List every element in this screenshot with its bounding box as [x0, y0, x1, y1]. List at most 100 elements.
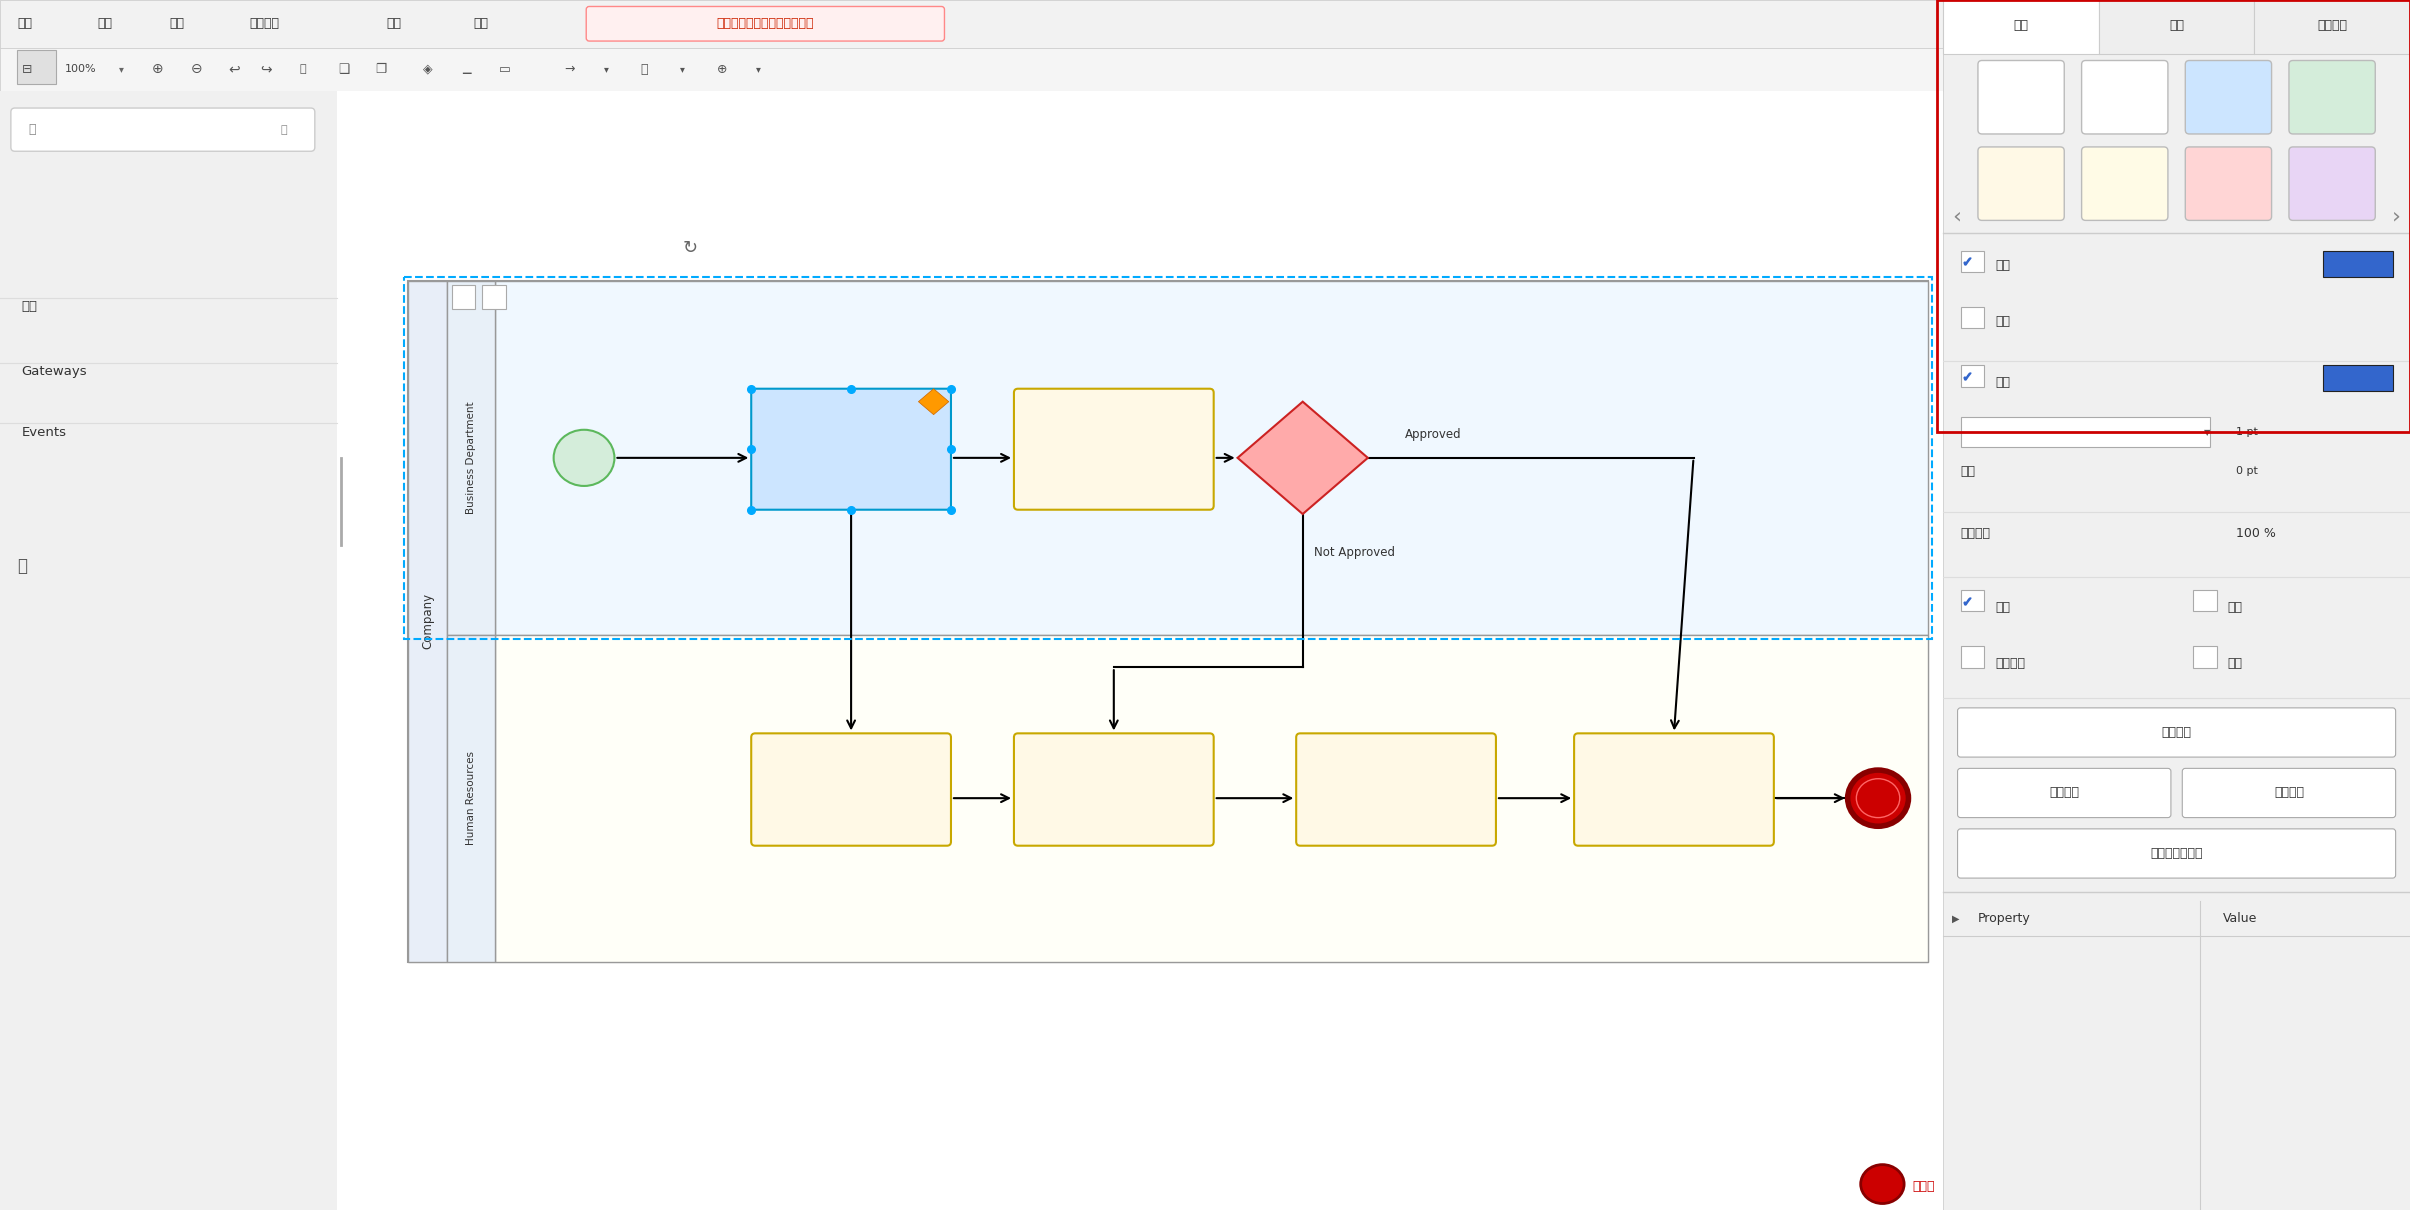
Text: 1 pt: 1 pt [2236, 427, 2258, 437]
Bar [448, 635, 494, 962]
FancyBboxPatch shape [2082, 146, 2169, 220]
Text: 周长: 周长 [1962, 465, 1976, 478]
Bar [1938, 0, 2410, 432]
Text: 编辑: 编辑 [99, 17, 113, 30]
Text: Gateways: Gateways [22, 365, 87, 379]
Text: 形: 形 [29, 123, 36, 137]
Text: ⊕: ⊕ [152, 62, 164, 76]
Text: ❑: ❑ [340, 63, 349, 76]
Text: 渐变: 渐变 [1995, 316, 2010, 328]
FancyBboxPatch shape [1979, 146, 2065, 220]
Text: ▁: ▁ [463, 64, 470, 74]
Text: 帮助: 帮助 [472, 17, 489, 30]
Text: 形: 形 [17, 557, 27, 575]
Text: 通用: 通用 [22, 300, 39, 313]
Bar [0, 47, 1942, 91]
Text: ▼: ▼ [2203, 427, 2210, 437]
Text: Company: Company [422, 593, 434, 650]
Text: ▾: ▾ [602, 64, 607, 74]
Text: 查看: 查看 [169, 17, 183, 30]
Text: 其它: 其它 [386, 17, 402, 30]
Text: ▭: ▭ [499, 63, 511, 76]
Bar [407, 281, 1928, 962]
Text: Write Job
Posting: Write Job Posting [822, 776, 880, 803]
Bar [2323, 250, 2393, 277]
Text: Re-submit
Job Posting: Re-submit Job Posting [1362, 776, 1429, 803]
Bar [1962, 365, 1983, 387]
Text: 100 %: 100 % [2236, 528, 2275, 540]
Text: 文件: 文件 [17, 17, 31, 30]
Text: −: − [460, 292, 468, 302]
Text: ⬛: ⬛ [299, 64, 306, 74]
Text: 复制风格: 复制风格 [2048, 786, 2080, 800]
Bar [337, 91, 1942, 1210]
Text: −: − [489, 292, 499, 302]
Text: 100%: 100% [65, 64, 96, 74]
FancyBboxPatch shape [2183, 768, 2396, 818]
Text: ▶: ▶ [1952, 914, 1959, 923]
Bar [2193, 646, 2217, 668]
Bar [405, 277, 1933, 639]
Ellipse shape [554, 430, 615, 486]
Text: ⤵: ⤵ [641, 63, 648, 76]
Bar [2099, 0, 2253, 54]
FancyBboxPatch shape [2290, 146, 2376, 220]
FancyBboxPatch shape [1979, 60, 2065, 134]
Text: Review Job
Posting: Review Job Posting [1080, 436, 1147, 463]
Polygon shape [1239, 402, 1369, 514]
Text: Property: Property [1979, 912, 2032, 924]
Text: 阴影: 阴影 [2227, 600, 2244, 613]
FancyBboxPatch shape [1015, 733, 1215, 846]
Text: ⊖: ⊖ [190, 62, 202, 76]
Text: Rework Job
Posting: Rework Job Posting [1080, 776, 1150, 803]
Text: Events: Events [22, 426, 67, 439]
Text: ↻: ↻ [682, 240, 699, 258]
Text: +: + [1292, 445, 1313, 469]
Text: 亿速云: 亿速云 [1911, 1180, 1935, 1193]
Bar [482, 286, 506, 309]
Text: Post Job
Posting: Post Job Posting [1648, 776, 1699, 803]
Text: 样式: 样式 [2012, 19, 2029, 33]
Text: Human Resources: Human Resources [465, 751, 477, 845]
Text: 调整图形: 调整图形 [251, 17, 280, 30]
Text: ›: › [2393, 206, 2400, 226]
Bar [1942, 0, 2099, 54]
Bar [17, 50, 55, 85]
Text: 编辑样式: 编辑样式 [2162, 726, 2191, 739]
Bar [1962, 250, 1983, 272]
Bar [0, 0, 1942, 47]
Text: Business Department: Business Department [465, 402, 477, 514]
FancyBboxPatch shape [1574, 733, 1774, 846]
Bar [1962, 590, 1983, 611]
Bar [1962, 417, 2210, 448]
Bar [2253, 0, 2410, 54]
Bar [2323, 365, 2393, 391]
FancyBboxPatch shape [2186, 60, 2273, 134]
FancyBboxPatch shape [1957, 708, 2396, 757]
FancyBboxPatch shape [752, 733, 952, 846]
FancyBboxPatch shape [1015, 388, 1215, 509]
Bar [448, 281, 494, 635]
Bar [451, 286, 475, 309]
Bar [494, 281, 1928, 635]
Text: 填充: 填充 [1995, 259, 2010, 272]
Text: ▾: ▾ [120, 64, 125, 74]
Text: 0 pt: 0 pt [2236, 466, 2258, 476]
FancyBboxPatch shape [586, 6, 945, 41]
Bar [494, 635, 1928, 962]
Bar [0, 91, 337, 1210]
Text: 玻璃效果: 玻璃效果 [1995, 657, 2024, 670]
Text: ◈: ◈ [424, 63, 434, 76]
Text: 手绘: 手绘 [2227, 657, 2244, 670]
FancyBboxPatch shape [752, 388, 952, 509]
Ellipse shape [1848, 770, 1909, 826]
Text: ▾: ▾ [757, 64, 762, 74]
FancyBboxPatch shape [1957, 768, 2171, 818]
Text: 绕型: 绕型 [1995, 376, 2010, 388]
Text: 圆角: 圆角 [1995, 600, 2010, 613]
FancyBboxPatch shape [12, 108, 316, 151]
FancyBboxPatch shape [1297, 733, 1497, 846]
FancyBboxPatch shape [1957, 829, 2396, 878]
FancyBboxPatch shape [2186, 146, 2273, 220]
Text: 调整图形: 调整图形 [2316, 19, 2347, 33]
